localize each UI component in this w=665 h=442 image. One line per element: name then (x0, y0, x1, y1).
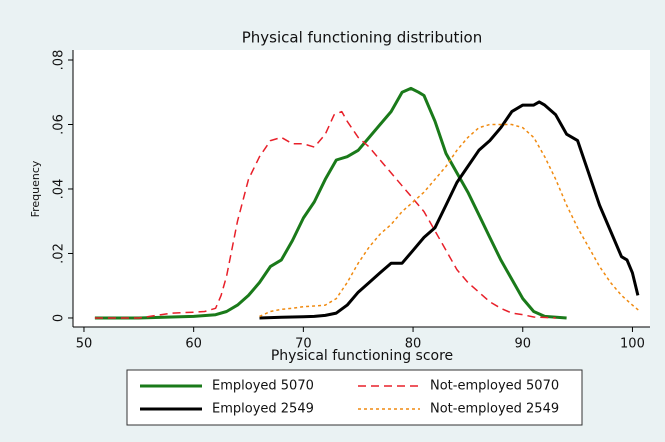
legend-label: Not-employed 2549 (430, 402, 559, 417)
plot-area (73, 50, 650, 327)
x-tick-label: 90 (514, 337, 531, 352)
legend-label: Employed 5070 (212, 379, 314, 394)
y-tick-label: .02 (52, 243, 67, 264)
legend (126, 369, 583, 426)
x-axis-label: Physical functioning score (271, 348, 453, 364)
y-tick-label: 0 (52, 314, 67, 322)
x-tick-label: 80 (405, 337, 422, 352)
series-line (259, 100, 640, 320)
chart-title: Physical functioning distribution (242, 29, 483, 47)
y-tick-label: .06 (52, 114, 67, 135)
y-axis-label: Frequency (29, 160, 42, 217)
series-line (94, 110, 556, 319)
x-tick-label: 70 (295, 337, 312, 352)
legend-label: Not-employed 5070 (430, 379, 559, 394)
y-tick-label: .08 (52, 50, 67, 71)
x-tick-label: 50 (76, 337, 93, 352)
y-tick-label: .04 (52, 179, 67, 200)
series-line (94, 86, 567, 320)
x-tick-label: 60 (185, 337, 202, 352)
x-tick-label: 100 (620, 337, 645, 352)
legend-label: Employed 2549 (212, 402, 314, 417)
